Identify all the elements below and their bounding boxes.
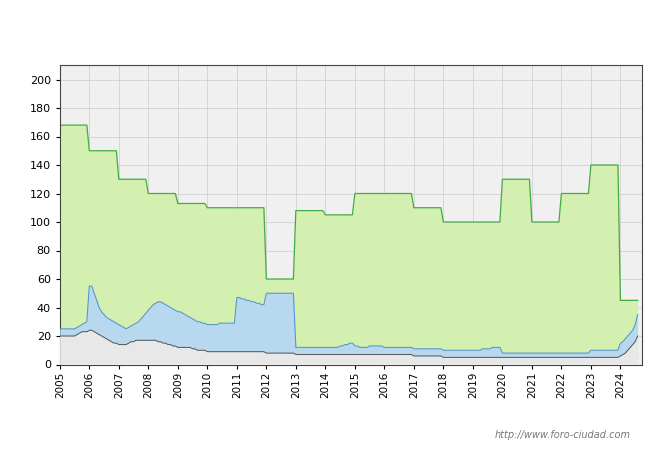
Text: Villanueva de Ávila - Evolucion de la poblacion en edad de Trabajar Agosto de 20: Villanueva de Ávila - Evolucion de la po… bbox=[64, 18, 586, 33]
Text: http://www.foro-ciudad.com: http://www.foro-ciudad.com bbox=[495, 430, 630, 440]
